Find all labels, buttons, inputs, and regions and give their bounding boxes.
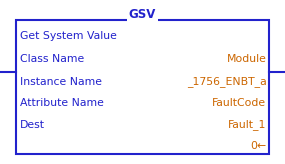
Text: Module: Module [227,54,266,64]
Text: Class Name: Class Name [20,54,84,64]
Text: Attribute Name: Attribute Name [20,98,104,108]
Text: 0←: 0← [250,141,266,151]
Text: GSV: GSV [129,8,156,21]
Text: Get System Value: Get System Value [20,31,117,41]
Bar [16,20,269,154]
Text: _1756_ENBT_a: _1756_ENBT_a [187,77,266,87]
Text: Dest: Dest [20,120,45,130]
Text: Fault_1: Fault_1 [228,119,266,130]
Text: Instance Name: Instance Name [20,77,102,87]
Text: FaultCode: FaultCode [212,98,266,108]
